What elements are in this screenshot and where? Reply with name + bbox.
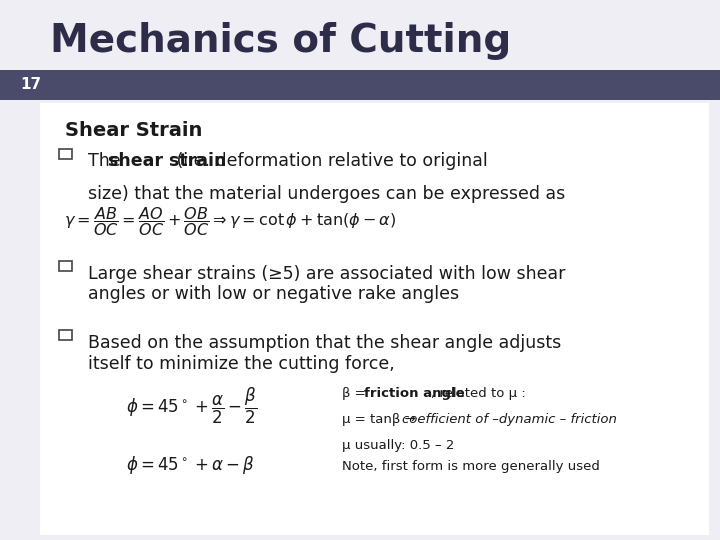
- Text: friction angle: friction angle: [364, 387, 464, 400]
- Text: size) that the material undergoes can be expressed as: size) that the material undergoes can be…: [88, 185, 565, 202]
- Text: $\phi = 45^\circ + \alpha - \beta$: $\phi = 45^\circ + \alpha - \beta$: [126, 455, 255, 476]
- FancyBboxPatch shape: [0, 70, 720, 100]
- Text: (i.e. deformation relative to original: (i.e. deformation relative to original: [171, 152, 487, 170]
- Text: β =: β =: [342, 387, 370, 400]
- Text: Note, first form is more generally used: Note, first form is more generally used: [342, 460, 600, 473]
- Text: The: The: [88, 152, 126, 170]
- Text: , related to μ :: , related to μ :: [431, 387, 526, 400]
- Text: Large shear strains (≥5) are associated with low shear
angles or with low or neg: Large shear strains (≥5) are associated …: [88, 265, 565, 303]
- Text: 17: 17: [20, 77, 41, 92]
- Text: $\gamma = \dfrac{AB}{OC} = \dfrac{AO}{OC} + \dfrac{OB}{OC} \Rightarrow \gamma = : $\gamma = \dfrac{AB}{OC} = \dfrac{AO}{OC…: [64, 205, 397, 238]
- Text: $\phi = 45^\circ + \dfrac{\alpha}{2} - \dfrac{\beta}{2}$: $\phi = 45^\circ + \dfrac{\alpha}{2} - \…: [126, 386, 258, 426]
- Text: shear strain: shear strain: [108, 152, 226, 170]
- FancyBboxPatch shape: [59, 149, 72, 159]
- FancyBboxPatch shape: [59, 261, 72, 271]
- Text: μ = tanβ →: μ = tanβ →: [342, 413, 420, 426]
- FancyBboxPatch shape: [40, 103, 709, 535]
- Text: Shear Strain: Shear Strain: [65, 122, 202, 140]
- Text: μ usually: 0.5 – 2: μ usually: 0.5 – 2: [342, 439, 454, 452]
- Text: Based on the assumption that the shear angle adjusts
itself to minimize the cutt: Based on the assumption that the shear a…: [88, 334, 561, 373]
- FancyBboxPatch shape: [59, 330, 72, 340]
- Text: Mechanics of Cutting: Mechanics of Cutting: [50, 22, 512, 59]
- Text: coefficient of –dynamic – friction: coefficient of –dynamic – friction: [402, 413, 616, 426]
